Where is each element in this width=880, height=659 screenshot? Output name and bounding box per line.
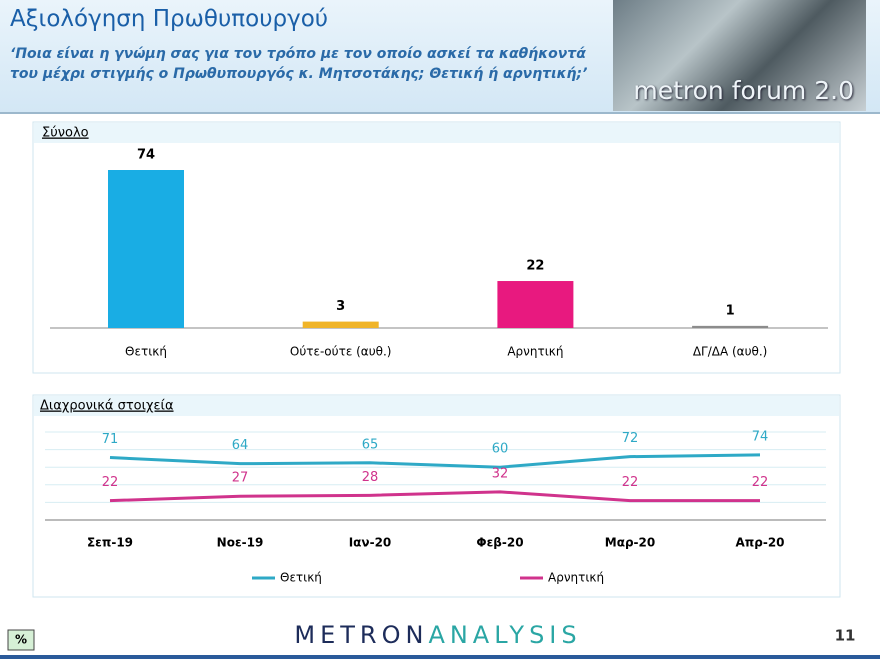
- line: [109, 490, 760, 503]
- value-label: 27: [232, 471, 249, 486]
- x-tick-label: Νοε-19: [217, 536, 264, 550]
- x-tick-label: Θετική: [125, 345, 167, 359]
- x-tick-label: Μαρ-20: [605, 536, 655, 550]
- page-number: 11: [835, 627, 856, 645]
- value-label: 65: [362, 437, 379, 452]
- value-label: 74: [752, 429, 769, 444]
- value-label: 28: [362, 470, 379, 485]
- value-label: 1: [726, 303, 735, 318]
- subtitle: ‘Ποια είναι η γνώμη σας για τον τρόπο με…: [10, 46, 588, 82]
- brand-a: METRON: [294, 621, 428, 649]
- bar: [692, 325, 769, 328]
- unit: %: [15, 633, 27, 647]
- bottom-rule: [0, 655, 880, 659]
- bar: [302, 321, 379, 328]
- value-label: 32: [492, 466, 509, 481]
- chart-title: Διαχρονικά στοιχεία: [40, 399, 174, 414]
- line: [109, 453, 761, 469]
- x-tick-label: Σεπ-19: [87, 536, 133, 550]
- title: Αξιολόγηση Πρωθυπουργού: [10, 6, 329, 32]
- value-label: 22: [752, 475, 769, 490]
- x-tick-label: Ούτε-ούτε (αυθ.): [290, 345, 392, 359]
- panel-head: [34, 123, 839, 143]
- x-tick-label: Απρ-20: [735, 536, 784, 550]
- value-label: 22: [102, 475, 119, 490]
- x-tick-label: Αρνητική: [507, 345, 563, 359]
- legend-label: Θετική: [280, 571, 322, 585]
- logo: metron forum 2.0: [613, 0, 866, 111]
- panel-head: [34, 396, 839, 416]
- chart-title: Σύνολο: [42, 126, 89, 141]
- legend-label: Αρνητική: [548, 571, 604, 585]
- value-label: 71: [102, 432, 119, 447]
- brand: METRONANALYSIS: [294, 621, 581, 649]
- value-label: 3: [336, 299, 345, 314]
- unit-box: [7, 629, 35, 651]
- value-label: 74: [137, 148, 155, 163]
- brand-b: ANALYSIS: [428, 621, 581, 649]
- panel: [32, 394, 841, 598]
- x-tick-label: ΔΓ/ΔΑ (αυθ.): [693, 345, 768, 359]
- value-label: 22: [526, 259, 544, 274]
- bar: [497, 281, 574, 328]
- logo-text: metron forum 2.0: [633, 76, 854, 105]
- x-tick-label: Φεβ-20: [476, 536, 523, 550]
- x-tick-label: Ιαν-20: [349, 536, 392, 550]
- value-label: 22: [622, 475, 639, 490]
- value-label: 64: [232, 438, 249, 453]
- value-label: 60: [492, 442, 509, 457]
- value-label: 72: [622, 431, 639, 446]
- bar: [108, 170, 184, 328]
